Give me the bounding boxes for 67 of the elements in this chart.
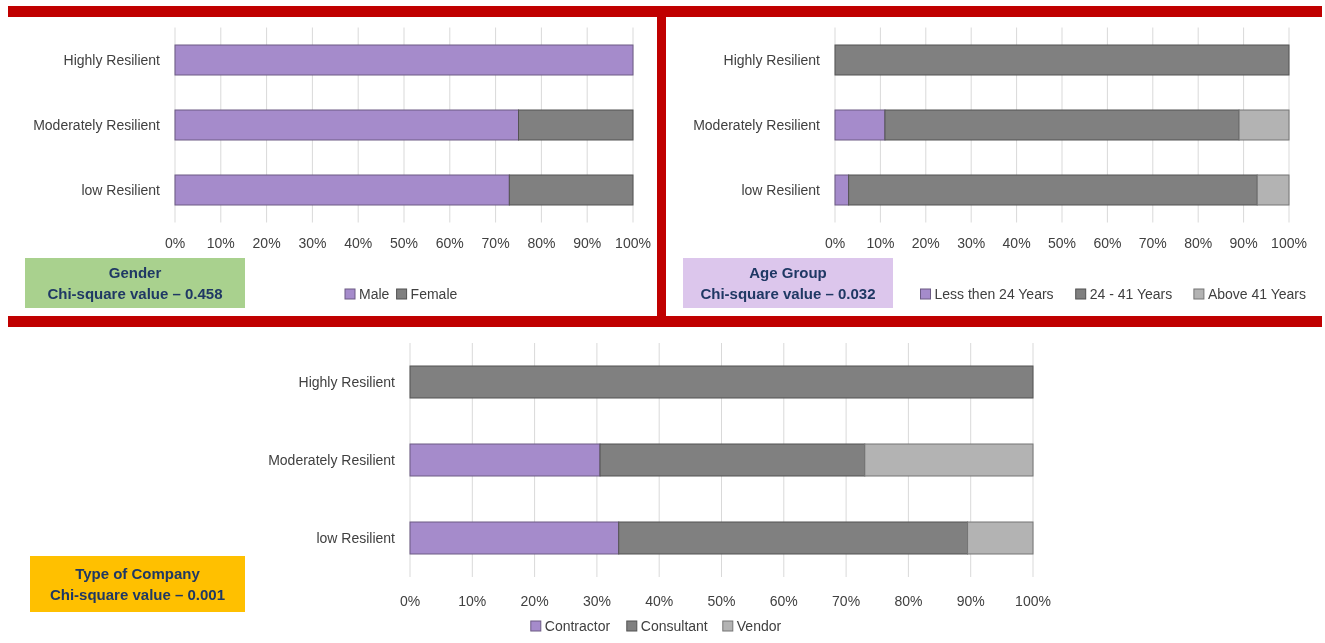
y-tick-label: Highly Resilient bbox=[723, 51, 821, 68]
x-tick-label: 90% bbox=[956, 593, 985, 609]
x-tick-label: 30% bbox=[582, 593, 611, 609]
bar bbox=[174, 174, 510, 206]
x-tick-label: 70% bbox=[1138, 235, 1167, 251]
bar bbox=[518, 109, 634, 141]
x-tick-label: 90% bbox=[1229, 235, 1258, 251]
x-tick-label: 30% bbox=[298, 235, 327, 251]
bar bbox=[409, 521, 620, 555]
bar bbox=[508, 174, 634, 206]
legend-label: Above 41 Years bbox=[1207, 286, 1306, 302]
text: Gender bbox=[108, 263, 162, 281]
x-tick-label: 100% bbox=[1271, 235, 1307, 251]
y-tick-label: Moderately Resilient bbox=[693, 116, 821, 133]
bar bbox=[834, 174, 850, 206]
bar bbox=[409, 443, 601, 477]
y-tick-label: Highly Resilient bbox=[298, 373, 396, 390]
x-tick-label: 20% bbox=[252, 235, 281, 251]
bar bbox=[174, 109, 519, 141]
legend-label: Consultant bbox=[640, 618, 708, 634]
x-tick-label: 70% bbox=[481, 235, 510, 251]
x-tick-label: 60% bbox=[1093, 235, 1122, 251]
legend-label: Less then 24 Years bbox=[934, 286, 1054, 302]
x-tick-label: 0% bbox=[164, 235, 186, 251]
x-tick-label: 30% bbox=[957, 235, 986, 251]
legend-label: Vendor bbox=[736, 618, 782, 634]
x-tick-label: 20% bbox=[911, 235, 940, 251]
y-tick-label: Moderately Resilient bbox=[268, 451, 396, 468]
x-tick-label: 50% bbox=[389, 235, 419, 251]
x-tick-label: 100% bbox=[1015, 593, 1051, 609]
legend-label: Male bbox=[359, 286, 390, 302]
legend-label: Contractor bbox=[544, 618, 611, 634]
y-tick-label: low Resilient bbox=[741, 181, 821, 198]
y-tick-label: Highly Resilient bbox=[63, 51, 161, 68]
x-tick-label: 70% bbox=[832, 593, 861, 609]
y-tick-label: Moderately Resilient bbox=[33, 116, 161, 133]
x-tick-label: 0% bbox=[824, 235, 846, 251]
bar bbox=[834, 44, 1290, 76]
y-tick-label: low Resilient bbox=[81, 181, 161, 198]
y-tick-label: low Resilient bbox=[316, 529, 396, 546]
x-tick-label: 50% bbox=[707, 593, 736, 609]
bar bbox=[409, 365, 1034, 399]
x-tick-label: 10% bbox=[866, 235, 895, 251]
x-tick-label: 40% bbox=[1002, 235, 1031, 251]
x-tick-label: 90% bbox=[573, 235, 602, 251]
text: Chi-square value – 0.001 bbox=[49, 585, 226, 603]
x-tick-label: 60% bbox=[769, 593, 798, 609]
x-tick-label: 40% bbox=[645, 593, 674, 609]
text: Type of Company bbox=[75, 564, 201, 582]
x-tick-label: 80% bbox=[1184, 235, 1213, 251]
x-tick-label: 20% bbox=[520, 593, 549, 609]
x-tick-label: 0% bbox=[399, 593, 421, 609]
legend-label: Female bbox=[410, 286, 458, 302]
bar bbox=[174, 44, 634, 76]
text: Age Group bbox=[749, 263, 827, 281]
x-tick-label: 50% bbox=[1047, 235, 1077, 251]
x-tick-label: 100% bbox=[615, 235, 651, 251]
bar bbox=[834, 109, 886, 141]
x-tick-label: 40% bbox=[344, 235, 373, 251]
x-tick-label: 10% bbox=[206, 235, 235, 251]
text: Chi-square value – 0.032 bbox=[700, 284, 876, 302]
legend-label: 24 - 41 Years bbox=[1089, 286, 1173, 302]
x-tick-label: 60% bbox=[435, 235, 464, 251]
x-tick-label: 80% bbox=[894, 593, 923, 609]
x-tick-label: 80% bbox=[527, 235, 556, 251]
text: Chi-square value – 0.458 bbox=[47, 284, 223, 302]
x-tick-label: 10% bbox=[458, 593, 487, 609]
